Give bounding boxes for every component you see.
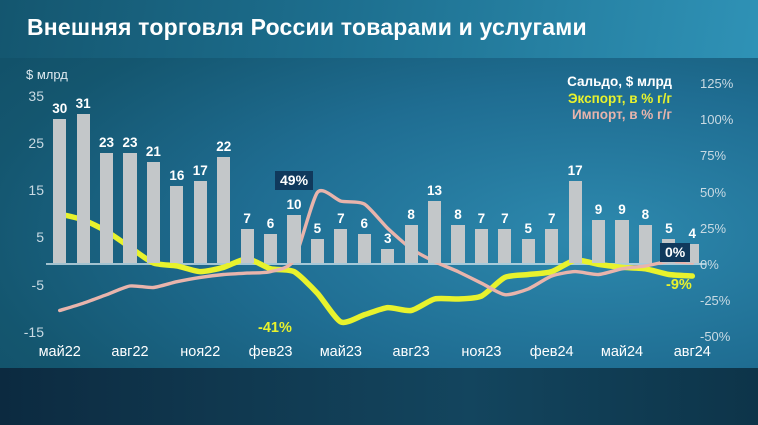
bar [193,181,207,263]
callout-peak-import: 49% [275,171,314,190]
right-axis-tick: -25% [700,293,731,308]
bar [545,229,559,263]
right-axis-tick: 75% [700,148,727,163]
x-axis-tick: май24 [600,344,644,360]
bar [146,162,160,263]
bar-value-label: 3 [383,230,392,246]
bar-value-label: 21 [145,144,161,160]
bar-value-label: 13 [427,182,443,198]
bar-value-label: 5 [524,221,533,236]
left-axis-tick: 5 [36,229,44,245]
bar [638,224,652,263]
right-axis-tick: 25% [700,221,727,236]
left-axis-tick: 35 [28,88,44,104]
x-axis-tick: фев23 [248,344,293,360]
x-axis-tick: фев24 [529,344,574,360]
legend: Сальдо, $ млрд Экспорт, в % г/г Импорт, … [567,74,672,124]
bar-value-label: 7 [547,211,556,227]
bar-value-label: 7 [477,211,486,227]
x-axis-tick: май23 [319,344,362,360]
bar-value-label: 5 [665,221,673,236]
bar [615,219,629,263]
bar [521,239,535,263]
title-bar: Внешняя торговля России товарами и услуг… [0,0,758,58]
line-series [58,189,694,313]
left-axis-unit: $ млрд [26,67,68,82]
bar [428,200,442,263]
bar-value-label: 7 [501,211,509,227]
bar [53,119,67,263]
page-title: Внешняя торговля России товарами и услуг… [27,14,587,40]
line-series [56,211,696,326]
x-axis-tick: май22 [38,344,81,360]
right-axis-tick: 50% [700,185,727,200]
bar [568,181,582,263]
bar-value-label: 23 [122,134,138,150]
bar-value-label: 17 [567,163,583,179]
bar [474,229,488,263]
bar [381,248,395,263]
bar-value-label: 10 [286,197,302,212]
left-axis-tick: 15 [28,182,44,198]
bar [592,219,606,263]
zero-baseline [46,263,706,265]
bar-value-label: 6 [360,216,369,232]
legend-item-export: Экспорт, в % г/г [567,90,672,106]
left-axis-tick: 25 [28,135,44,151]
bar [357,234,371,263]
bar [240,229,254,263]
legend-item-import: Импорт, в % г/г [571,107,672,122]
right-axis-tick: -50% [700,329,731,344]
bar-value-label: 8 [641,206,650,222]
bar [451,224,465,263]
bar [217,157,231,263]
bar-value-label: 9 [594,201,603,217]
bar-value-label: 17 [192,163,208,179]
x-axis-tick: авг22 [111,344,149,360]
callout-last-import: 0% [660,243,691,262]
bar-value-label: 8 [454,206,462,222]
bar-value-label: 8 [407,206,415,222]
right-axis-tick: 125% [700,76,734,91]
bar [170,186,184,263]
bar-value-label: 6 [266,216,275,232]
bar [287,215,301,263]
x-axis-tick: авг23 [392,344,430,360]
bar-value-label: 22 [216,139,232,155]
bar-value-label: 7 [337,211,345,227]
bar-value-label: 23 [99,134,115,150]
x-axis-tick: ноя22 [180,344,221,360]
x-axis-tick: ноя23 [461,344,502,360]
left-axis-tick: -5 [31,277,44,293]
bar [76,114,90,263]
bar [264,234,278,263]
bar-value-label: 5 [313,221,322,236]
bar-value-label: 7 [243,211,251,227]
bar-value-label: 31 [75,96,91,112]
bar [123,152,137,263]
callout-last-export: -9% [666,277,692,293]
bar-value-label: 16 [169,168,185,184]
bar [404,224,418,263]
bar [334,229,348,263]
right-axis-tick: 0% [700,257,719,272]
footer-bar: ПСБ Аналитика Источник: Банк России @mac… [0,368,758,425]
bar [498,229,512,263]
bar-value-label: 4 [688,225,697,241]
x-axis: май22 авг22 ноя22 фев23 май23 авг23 ноя23 фев24… [0,340,758,368]
x-axis-tick: авг24 [673,344,711,360]
legend-item-saldo: Сальдо, $ млрд [567,74,672,89]
left-axis-tick: -15 [23,324,44,340]
bar [100,152,114,263]
right-axis-tick: 100% [700,112,734,127]
bar-value-label: 9 [618,201,626,217]
callout-trough-export: -41% [258,320,292,336]
bar-value-label: 30 [52,101,68,116]
bar [310,239,324,263]
